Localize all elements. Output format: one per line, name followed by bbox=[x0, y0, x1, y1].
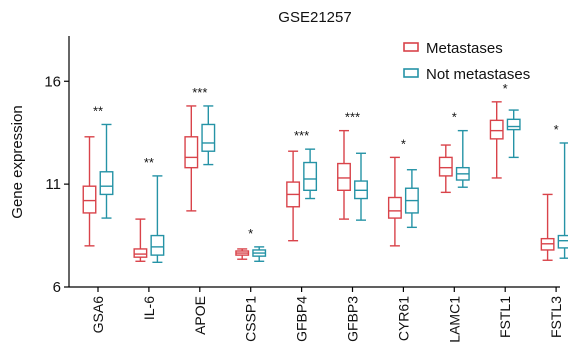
y-tick-label: 11 bbox=[45, 176, 61, 193]
box-iqr bbox=[185, 137, 198, 168]
x-tick-label-gsa6: GSA6 bbox=[90, 296, 106, 334]
box-metastases-il-6 bbox=[134, 219, 147, 261]
box-not-metastases-gsa6 bbox=[100, 124, 113, 218]
significance-mark: *** bbox=[192, 85, 207, 100]
significance-mark: *** bbox=[345, 110, 360, 125]
box-iqr bbox=[338, 164, 351, 191]
significance-mark: * bbox=[401, 136, 406, 151]
y-axis-label: Gene expression bbox=[9, 105, 26, 218]
box-iqr bbox=[440, 157, 453, 176]
x-tick-label-gfbp4: GFBP4 bbox=[294, 296, 310, 342]
box-not-metastases-cyr61 bbox=[406, 170, 419, 228]
significance-mark: * bbox=[452, 110, 457, 125]
box-metastases-lamc1 bbox=[440, 145, 453, 192]
box-iqr bbox=[304, 163, 317, 191]
box-not-metastases-apoe bbox=[202, 106, 215, 165]
box-metastases-gfbp4 bbox=[287, 151, 300, 240]
chart-title: GSE21257 bbox=[278, 9, 351, 26]
box-not-metastases-fstl1 bbox=[507, 110, 520, 157]
box-iqr bbox=[490, 120, 503, 139]
significance-mark: ** bbox=[144, 155, 154, 170]
significance-mark: * bbox=[554, 122, 559, 137]
legend-swatch bbox=[404, 43, 418, 51]
box-not-metastases-cssp1 bbox=[253, 247, 266, 261]
legend-label: Metastases bbox=[426, 40, 503, 57]
box-iqr bbox=[558, 236, 568, 248]
box-iqr bbox=[151, 236, 164, 256]
significance-mark: * bbox=[503, 81, 508, 96]
legend-swatch bbox=[404, 69, 418, 77]
box-iqr bbox=[100, 172, 113, 195]
box-iqr bbox=[507, 119, 520, 129]
x-tick-label-cyr61: CYR61 bbox=[395, 296, 411, 341]
box-metastases-cssp1 bbox=[236, 249, 249, 259]
x-tick-label-fstl1: FSTL1 bbox=[497, 296, 513, 338]
box-metastases-gsa6 bbox=[83, 137, 96, 246]
box-not-metastases-lamc1 bbox=[457, 131, 470, 188]
box-metastases-apoe bbox=[185, 106, 198, 211]
legend: Metastases Not metastases bbox=[404, 40, 530, 83]
x-tick-label-cssp1: CSSP1 bbox=[243, 296, 259, 342]
legend-item-metastases: Metastases bbox=[404, 40, 503, 57]
x-tick-label-lamc1: LAMC1 bbox=[446, 296, 462, 343]
x-tick-label-gfbp3: GFBP3 bbox=[345, 296, 361, 342]
y-tick-label: 6 bbox=[53, 279, 61, 296]
x-tick-label-apoe: APOE bbox=[192, 296, 208, 335]
significance-mark: * bbox=[248, 226, 253, 241]
significance-mark: *** bbox=[294, 128, 309, 143]
box-iqr bbox=[389, 198, 402, 219]
legend-label: Not metastases bbox=[426, 66, 530, 83]
legend-item-not-metastases: Not metastases bbox=[404, 66, 530, 83]
box-not-metastases-gfbp4 bbox=[304, 149, 317, 198]
box-metastases-cyr61 bbox=[389, 157, 402, 245]
x-tick-label-fstl3: FSTL3 bbox=[548, 296, 564, 338]
box-metastases-gfbp3 bbox=[338, 131, 351, 219]
box-not-metastases-fstl3 bbox=[558, 143, 568, 258]
box-metastases-fstl1 bbox=[490, 102, 503, 178]
y-tick-label: 16 bbox=[44, 73, 61, 90]
box-iqr bbox=[83, 186, 96, 213]
box-not-metastases-il-6 bbox=[151, 176, 164, 262]
box-iqr bbox=[134, 249, 147, 257]
box-not-metastases-gfbp3 bbox=[355, 153, 368, 220]
box-iqr bbox=[202, 124, 215, 151]
box-metastases-fstl3 bbox=[541, 194, 554, 260]
x-tick-label-il-6: IL-6 bbox=[141, 296, 157, 320]
significance-mark: ** bbox=[93, 103, 103, 118]
